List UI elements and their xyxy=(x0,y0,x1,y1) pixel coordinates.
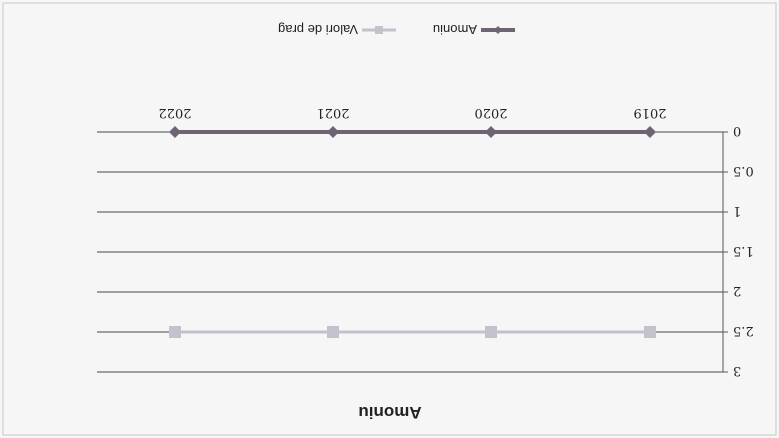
x-tick-label: 2022 xyxy=(158,105,191,120)
data-point xyxy=(644,126,656,138)
y-tick-label: 0 xyxy=(733,123,741,138)
chart-title: Amoniu xyxy=(358,403,421,422)
data-point xyxy=(169,126,181,138)
legend-label: Valori de prag xyxy=(278,22,358,37)
y-tick-label: 2.5 xyxy=(733,323,754,338)
data-point xyxy=(485,126,497,138)
legend: Amoniu Valori de prag xyxy=(278,22,515,37)
series-amoniu xyxy=(169,126,656,138)
x-axis-ticks: 2019 2020 2021 2022 xyxy=(158,105,666,120)
legend-item: Amoniu xyxy=(433,22,515,37)
data-point xyxy=(644,326,656,338)
y-tick-label: 1 xyxy=(733,203,741,218)
data-point xyxy=(327,126,339,138)
data-point xyxy=(327,326,339,338)
legend-marker xyxy=(375,26,383,34)
x-tick-label: 2020 xyxy=(474,105,507,120)
y-axis-ticks: 0 0.5 1 1.5 2 2.5 3 xyxy=(723,123,754,378)
series-layer xyxy=(169,126,656,338)
x-tick-label: 2019 xyxy=(633,105,666,120)
legend-item: Valori de prag xyxy=(278,22,396,37)
y-tick-label: 2 xyxy=(733,283,741,298)
data-point xyxy=(485,326,497,338)
x-tick-label: 2021 xyxy=(316,105,349,120)
series-valori-de-prag xyxy=(169,326,656,338)
legend-label: Amoniu xyxy=(433,22,477,37)
legend-marker xyxy=(494,26,502,34)
y-tick-label: 0.5 xyxy=(733,163,754,178)
gridlines xyxy=(97,131,723,373)
y-tick-label: 1.5 xyxy=(733,243,754,258)
data-point xyxy=(169,326,181,338)
y-tick-label: 3 xyxy=(733,363,741,378)
